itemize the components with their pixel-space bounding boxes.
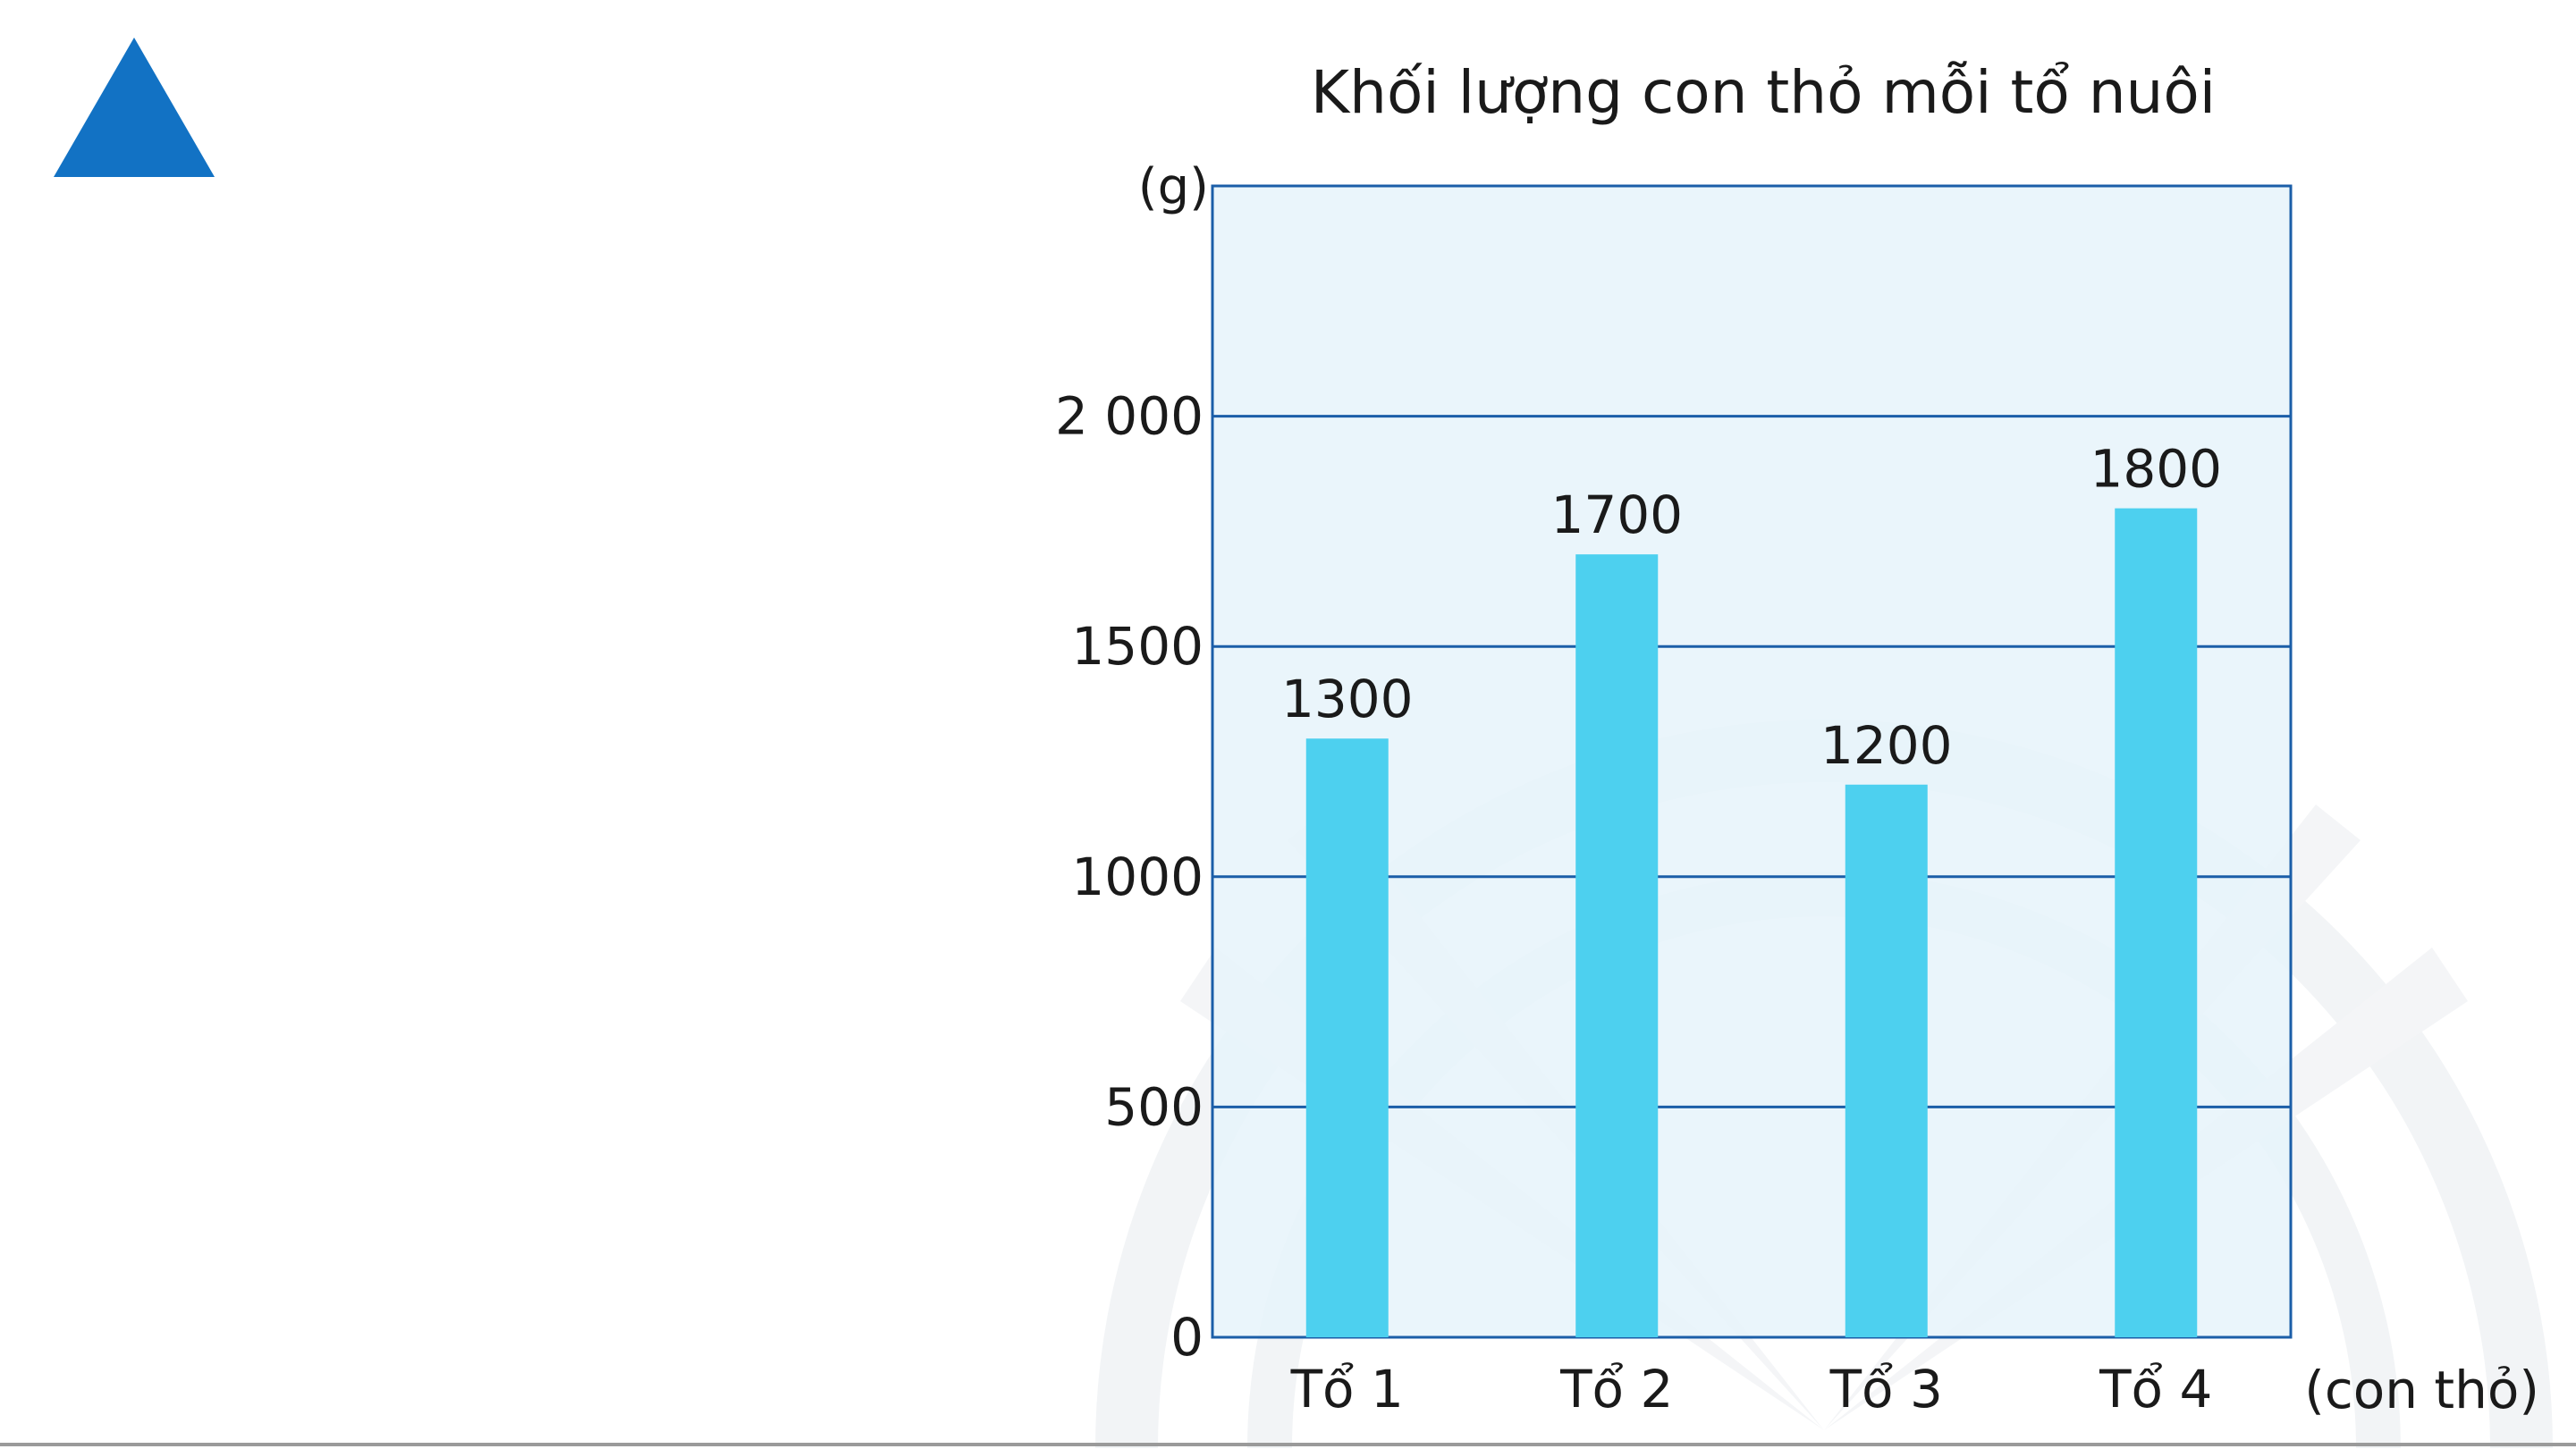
x-tick-label: Tổ 2 <box>1559 1359 1673 1420</box>
y-tick-label: 500 <box>1104 1076 1204 1137</box>
y-tick-label: 2 000 <box>1055 386 1204 447</box>
bar-value-label: 1800 <box>2090 439 2222 500</box>
y-tick-label: 0 <box>1170 1307 1204 1368</box>
bar-value-label: 1300 <box>1281 669 1414 729</box>
plot-frame <box>1211 184 2293 1339</box>
x-axis-unit-label: (con thỏ) <box>2304 1360 2539 1420</box>
bar <box>2115 508 2198 1337</box>
blue-triangle-icon <box>54 38 215 177</box>
x-tick-label: Tổ 4 <box>2099 1359 2212 1420</box>
y-tick-label: 1000 <box>1071 847 1204 907</box>
bar-value-label: 1700 <box>1550 484 1683 545</box>
plot-area <box>1212 186 2291 1337</box>
y-axis-unit-label: (g) <box>1138 158 1209 216</box>
chart-title: Khối lượng con thỏ mỗi tổ nuôi <box>1311 58 2216 127</box>
y-tick-label: 1500 <box>1071 616 1204 677</box>
bar <box>1845 784 1928 1337</box>
x-tick-label: Tổ 1 <box>1290 1359 1404 1420</box>
x-tick-label: Tổ 3 <box>1829 1359 1943 1420</box>
bar <box>1575 554 1659 1337</box>
bottom-divider <box>0 1443 2576 1446</box>
bar <box>1305 738 1389 1337</box>
bar-value-label: 1200 <box>1820 715 1953 776</box>
